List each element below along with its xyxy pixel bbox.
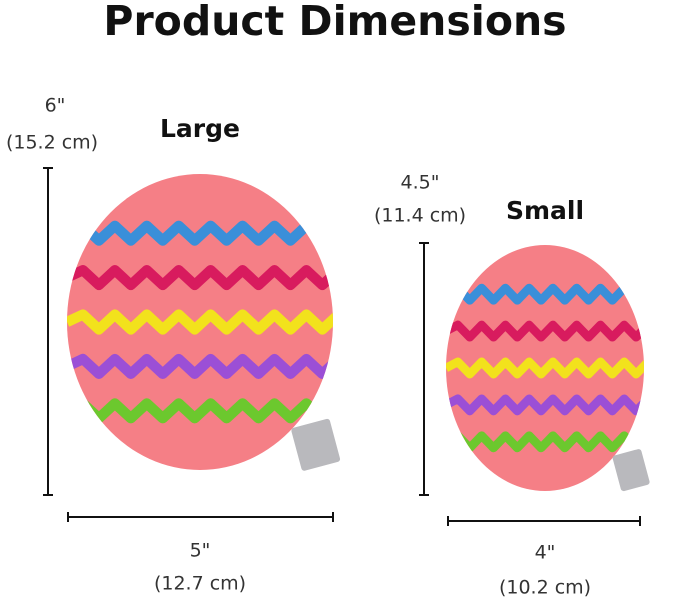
large-egg (67, 174, 341, 471)
width-metric: (10.2 cm) (499, 577, 591, 599)
small-egg (446, 245, 650, 492)
stripe (67, 398, 333, 424)
stripe (67, 220, 333, 246)
stripe (446, 394, 644, 416)
zigzag-stripes (67, 220, 333, 424)
width-rule (67, 512, 334, 522)
width-rule (447, 516, 641, 526)
title: Product Dimensions (103, 0, 566, 45)
stripe (67, 353, 333, 379)
height-metric: (11.4 cm) (374, 205, 466, 227)
height-rule (43, 167, 53, 496)
fabric-tag (612, 449, 650, 492)
stripe (446, 320, 644, 342)
width-label: 5" (190, 540, 211, 562)
width-metric: (12.7 cm) (154, 573, 246, 595)
height-label: 6" (45, 95, 66, 117)
product-label: Small (506, 196, 584, 225)
product-label: Large (160, 114, 240, 143)
stripe (446, 283, 644, 305)
height-rule (419, 242, 429, 496)
height-metric: (15.2 cm) (6, 132, 98, 154)
fabric-tag (291, 418, 341, 471)
stripe (446, 357, 644, 379)
zigzag-stripes (446, 283, 644, 453)
stripe (67, 265, 333, 291)
height-label: 4.5" (401, 172, 440, 194)
stripe (67, 309, 333, 335)
stripe (446, 431, 644, 453)
width-label: 4" (535, 542, 556, 564)
